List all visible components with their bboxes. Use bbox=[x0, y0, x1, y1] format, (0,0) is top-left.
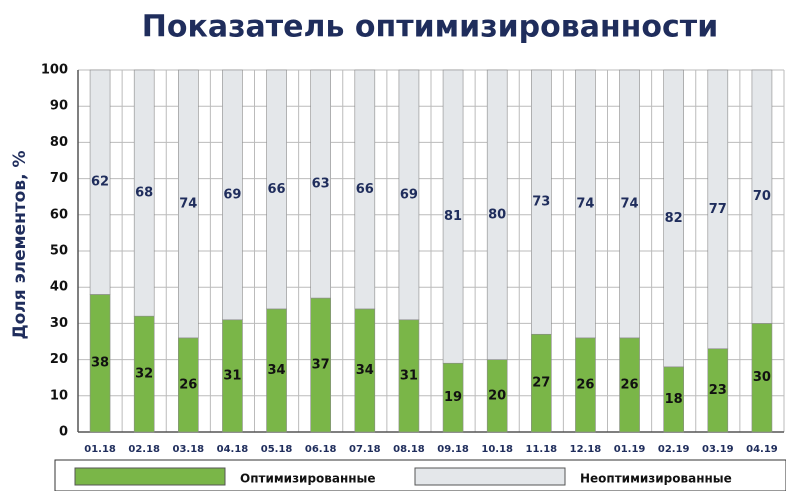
value-label: 69 bbox=[400, 187, 418, 202]
x-tick-label: 05.18 bbox=[261, 444, 293, 455]
bar-segment bbox=[663, 69, 684, 368]
value-label: 26 bbox=[179, 377, 197, 392]
value-label: 66 bbox=[268, 182, 286, 197]
bar-segment bbox=[89, 69, 111, 295]
y-tick-label: 80 bbox=[50, 135, 68, 150]
value-label: 26 bbox=[576, 377, 594, 392]
x-tick-label: 04.19 bbox=[746, 444, 778, 455]
chart-title: Показатель оптимизированности bbox=[142, 10, 718, 45]
value-label: 31 bbox=[223, 368, 241, 383]
value-label: 34 bbox=[356, 363, 374, 378]
value-label: 74 bbox=[621, 196, 639, 211]
bar-segment bbox=[575, 69, 596, 339]
x-tick-label: 03.18 bbox=[172, 444, 204, 455]
bar-segment bbox=[619, 69, 640, 339]
value-label: 74 bbox=[179, 196, 197, 211]
bar-segment bbox=[354, 69, 376, 310]
bar-segment bbox=[531, 69, 552, 335]
value-label: 74 bbox=[576, 196, 594, 211]
value-label: 23 bbox=[709, 383, 727, 398]
y-tick-label: 0 bbox=[59, 425, 68, 440]
y-axis-label: Доля элементов, % bbox=[10, 150, 30, 339]
x-tick-label: 01.18 bbox=[84, 444, 116, 455]
bar-segment bbox=[707, 69, 729, 350]
value-label: 70 bbox=[753, 189, 771, 204]
value-label: 34 bbox=[268, 363, 286, 378]
value-label: 37 bbox=[312, 358, 330, 373]
y-tick-label: 50 bbox=[50, 244, 68, 259]
value-label: 20 bbox=[488, 388, 506, 403]
value-label: 62 bbox=[91, 175, 109, 190]
bar-segment bbox=[178, 69, 199, 339]
x-tick-label: 04.18 bbox=[217, 444, 249, 455]
value-label: 68 bbox=[135, 186, 153, 201]
value-label: 31 bbox=[400, 368, 418, 383]
value-label: 73 bbox=[532, 195, 550, 210]
value-label: 80 bbox=[488, 207, 506, 222]
value-label: 82 bbox=[665, 211, 683, 226]
value-label: 63 bbox=[312, 177, 330, 192]
legend-label: Оптимизированные bbox=[240, 472, 376, 486]
y-tick-label: 60 bbox=[50, 207, 68, 222]
bar-segment bbox=[442, 69, 464, 364]
bar-segment bbox=[398, 69, 420, 321]
bar-segment bbox=[266, 69, 287, 310]
y-tick-label: 20 bbox=[50, 352, 68, 367]
y-tick-label: 30 bbox=[50, 316, 68, 331]
value-label: 81 bbox=[444, 209, 462, 224]
value-label: 30 bbox=[753, 370, 771, 385]
y-tick-label: 100 bbox=[41, 63, 68, 78]
value-label: 27 bbox=[532, 376, 550, 391]
bar-segment bbox=[310, 69, 331, 299]
value-label: 77 bbox=[709, 202, 727, 217]
value-label: 38 bbox=[91, 356, 109, 371]
bar-segment bbox=[486, 69, 508, 360]
x-tick-label: 01.19 bbox=[614, 444, 646, 455]
x-tick-label: 06.18 bbox=[305, 444, 337, 455]
bar-segment bbox=[222, 69, 243, 321]
x-tick-label: 10.18 bbox=[481, 444, 513, 455]
y-tick-label: 70 bbox=[50, 171, 68, 186]
bar-segment bbox=[133, 69, 155, 317]
value-label: 18 bbox=[665, 392, 683, 407]
value-label: 66 bbox=[356, 182, 374, 197]
value-label: 69 bbox=[223, 187, 241, 202]
x-tick-label: 11.18 bbox=[525, 444, 557, 455]
value-label: 26 bbox=[621, 377, 639, 392]
y-tick-label: 40 bbox=[50, 280, 68, 295]
legend-label: Неоптимизированные bbox=[580, 472, 732, 486]
legend-swatch bbox=[414, 467, 566, 486]
x-tick-label: 02.18 bbox=[128, 444, 160, 455]
value-label: 19 bbox=[444, 390, 462, 405]
x-tick-label: 12.18 bbox=[570, 444, 602, 455]
x-tick-label: 02.19 bbox=[658, 444, 690, 455]
y-tick-label: 10 bbox=[50, 388, 68, 403]
value-label: 32 bbox=[135, 367, 153, 382]
x-tick-label: 09.18 bbox=[437, 444, 469, 455]
x-tick-label: 08.18 bbox=[393, 444, 425, 455]
y-tick-label: 90 bbox=[50, 99, 68, 114]
legend-swatch bbox=[74, 467, 226, 486]
x-tick-label: 07.18 bbox=[349, 444, 381, 455]
bar-segment bbox=[751, 69, 773, 324]
x-tick-label: 03.19 bbox=[702, 444, 734, 455]
